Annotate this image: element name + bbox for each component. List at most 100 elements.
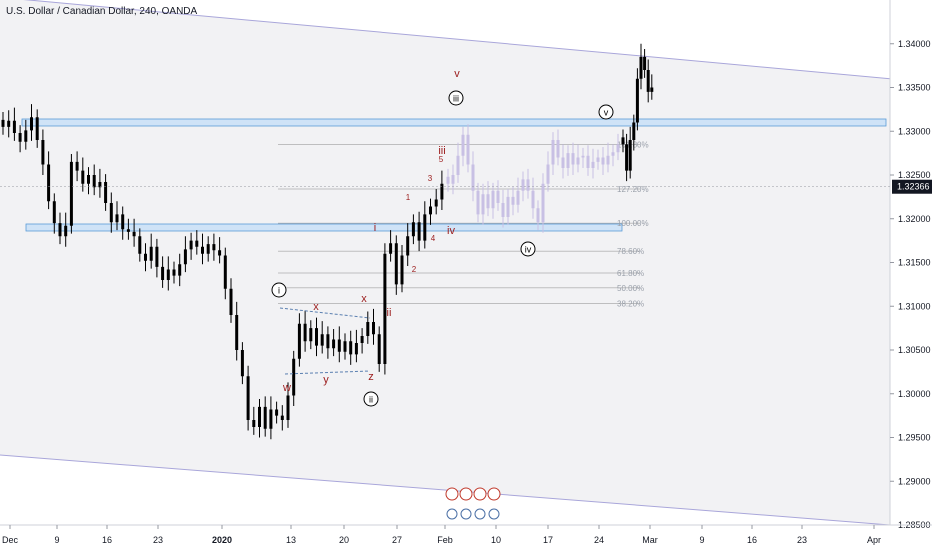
recent-candle xyxy=(635,78,639,123)
price-candle xyxy=(178,264,182,276)
projection-candle xyxy=(476,190,480,215)
projection-candle xyxy=(596,157,600,162)
x-tick-label: Dec xyxy=(2,535,19,545)
price-candle xyxy=(263,406,267,429)
price-candle xyxy=(286,395,290,420)
projection-candle xyxy=(556,140,560,158)
wave-label: ii xyxy=(387,307,392,319)
wave-label: 5 xyxy=(439,155,444,164)
price-candle xyxy=(258,406,261,427)
recent-candle xyxy=(621,137,625,145)
x-tick-label: 23 xyxy=(153,535,163,545)
price-candle xyxy=(406,236,410,256)
projection-candle xyxy=(536,208,540,223)
price-candle xyxy=(235,315,239,350)
fib-level-label: 61.80% xyxy=(617,269,644,278)
wave-label: iv xyxy=(447,225,455,237)
price-candle xyxy=(104,182,108,203)
price-candle xyxy=(223,255,227,289)
y-tick-label: 1.30000 xyxy=(898,389,931,399)
x-tick-label: Apr xyxy=(867,535,881,545)
projection-candle xyxy=(496,190,500,203)
price-candle xyxy=(35,117,39,140)
chart-title: U.S. Dollar / Canadian Dollar, 240, OAND… xyxy=(6,6,198,17)
price-candle xyxy=(7,120,11,127)
recent-candle xyxy=(646,70,650,92)
wave-label: 4 xyxy=(431,234,436,243)
price-candle xyxy=(155,246,159,267)
fib-level-label: 78.60% xyxy=(617,247,644,256)
x-tick-label: 16 xyxy=(747,535,757,545)
wave-circle-label: ii xyxy=(369,395,373,405)
x-tick-label: 24 xyxy=(594,535,604,545)
projection-candle xyxy=(461,134,465,156)
y-tick-label: 1.29000 xyxy=(898,476,931,486)
price-candle xyxy=(309,328,313,342)
y-tick-label: 1.31000 xyxy=(898,301,931,311)
y-tick-label: 1.33000 xyxy=(898,126,931,136)
price-candle xyxy=(218,250,222,256)
price-candle xyxy=(275,409,279,416)
y-tick-label: 1.34000 xyxy=(898,39,931,49)
event-marker-icon xyxy=(487,487,501,501)
price-candle xyxy=(183,249,187,265)
price-candle xyxy=(297,323,301,359)
x-tick-label: Mar xyxy=(642,535,658,545)
y-tick-label: 1.30500 xyxy=(898,345,931,355)
projection-candle xyxy=(566,153,570,168)
projection-candle xyxy=(471,164,475,191)
projection-candle xyxy=(501,203,505,217)
projection-candle xyxy=(531,190,535,209)
event-marker-icon xyxy=(473,487,487,501)
support-resistance-zone xyxy=(21,118,887,127)
projection-candle xyxy=(546,164,550,184)
price-candle xyxy=(206,244,210,254)
price-candle xyxy=(240,350,244,377)
price-candle xyxy=(229,288,233,315)
support-resistance-zone xyxy=(25,223,623,232)
channel-fill xyxy=(0,0,890,525)
price-candle xyxy=(18,133,22,142)
price-candle xyxy=(92,175,96,188)
x-tick-label: 9 xyxy=(699,535,704,545)
event-marker-icon xyxy=(488,508,500,520)
projection-candle xyxy=(571,153,575,165)
y-tick-label: 1.33500 xyxy=(898,83,931,93)
y-tick-label: 1.32500 xyxy=(898,170,931,180)
price-candle xyxy=(109,203,113,223)
projection-candle xyxy=(541,183,545,223)
recent-candle xyxy=(643,56,647,70)
fib-level-label: 127.20% xyxy=(617,185,649,194)
price-candle xyxy=(400,255,404,285)
last-price-badge xyxy=(892,179,932,194)
projection-candle xyxy=(481,194,485,215)
price-candle xyxy=(138,236,142,254)
projection-candle xyxy=(601,157,605,165)
wave-label: 2 xyxy=(412,265,417,274)
price-candle xyxy=(423,214,427,241)
x-tick-label: 9 xyxy=(54,535,59,545)
price-candle xyxy=(389,243,393,254)
projection-candle xyxy=(451,175,455,184)
wave-circle-label: i xyxy=(278,286,280,296)
recent-candle xyxy=(650,87,654,92)
price-candle xyxy=(372,322,375,335)
x-tick-label: Feb xyxy=(437,535,453,545)
price-candle xyxy=(434,199,438,207)
projection-candle xyxy=(506,196,510,217)
y-tick-label: 1.31500 xyxy=(898,258,931,268)
price-candle xyxy=(411,222,415,237)
x-tick-label: 23 xyxy=(797,535,807,545)
price-candle xyxy=(360,336,364,343)
price-candle xyxy=(269,409,273,429)
projection-candle xyxy=(446,176,450,184)
price-candle xyxy=(12,120,16,133)
price-candle xyxy=(166,269,170,280)
price-candle xyxy=(189,240,193,250)
projection-candle xyxy=(486,194,490,209)
price-candle xyxy=(24,130,28,142)
price-candle xyxy=(81,170,85,184)
projection-candle xyxy=(561,157,565,168)
